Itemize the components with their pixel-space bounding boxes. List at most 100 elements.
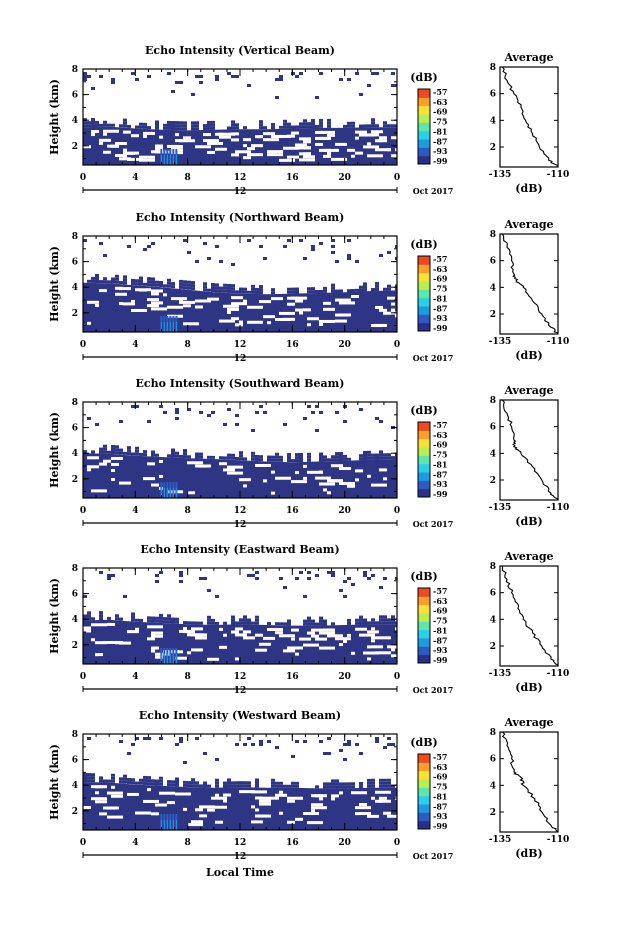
echo-cell <box>391 84 395 87</box>
echo-cell <box>103 120 107 124</box>
gap-cell <box>287 796 303 800</box>
colorbar-unit: (dB) <box>410 570 437 583</box>
gap-cell <box>195 648 203 652</box>
echo-cell <box>319 458 323 462</box>
average-frame <box>499 565 559 667</box>
echo-cell <box>191 284 195 288</box>
echo-cell <box>83 614 87 618</box>
gap-cell <box>275 134 291 138</box>
echo-cell <box>339 78 343 81</box>
gap-cell <box>299 637 311 641</box>
echo-cell <box>251 743 255 746</box>
echo-cell <box>151 242 155 245</box>
echo-cell <box>315 622 319 626</box>
y-tick-label: 8 <box>72 730 78 740</box>
echo-cell <box>163 617 167 621</box>
echo-cell <box>255 784 259 788</box>
gap-cell <box>347 148 355 152</box>
echo-cell <box>183 280 187 284</box>
echo-cell <box>171 620 175 624</box>
echo-cell <box>291 290 295 294</box>
gap-cell <box>351 295 359 299</box>
echo-cell <box>131 278 135 282</box>
echo-cell <box>391 124 395 128</box>
echo-cell <box>391 621 395 625</box>
echo-cell <box>119 740 123 743</box>
echo-cell <box>387 287 391 291</box>
echo-cell <box>183 283 187 287</box>
echo-cell <box>159 619 163 623</box>
echo-cell <box>247 781 251 785</box>
echo-cell <box>331 455 335 459</box>
echo-cell <box>147 283 151 287</box>
gap-cell <box>355 806 371 810</box>
echo-cell <box>187 781 191 785</box>
colorbar-segment <box>418 281 430 290</box>
echo-cell <box>111 450 115 454</box>
colorbar-segment <box>418 621 430 631</box>
echo-cell <box>207 621 211 625</box>
echo-cell <box>371 453 375 457</box>
colorbar-tick-label: -75 <box>433 284 447 294</box>
echo-cell <box>175 777 179 781</box>
echo-cell <box>243 290 247 294</box>
echo-cell <box>295 784 299 788</box>
echo-cell <box>315 785 319 789</box>
echo-cell <box>211 123 215 127</box>
echo-cell <box>383 121 387 125</box>
echo-cell <box>199 452 203 456</box>
gap-cell <box>331 157 347 161</box>
x-tick-label: 0 <box>394 838 400 848</box>
gap-cell <box>371 639 375 643</box>
gap-cell <box>215 147 227 151</box>
echo-cell <box>319 118 323 122</box>
x-tick-label: 0 <box>80 340 86 350</box>
echo-cell <box>359 93 363 96</box>
gap-cell <box>295 143 307 147</box>
y-tick-label: 4 <box>72 283 78 293</box>
echo-cell <box>175 743 179 746</box>
echo-cell <box>343 420 347 423</box>
gap-cell <box>383 311 391 315</box>
echo-cell <box>295 456 299 460</box>
echo-cell <box>131 778 135 782</box>
gap-cell <box>111 794 123 798</box>
avg-y-tick-label: 8 <box>490 728 496 738</box>
echo-cell <box>255 778 259 782</box>
echo-cell <box>275 96 279 99</box>
gap-cell <box>283 146 299 150</box>
echo-cell <box>83 239 87 242</box>
echo-cell <box>343 758 347 761</box>
echo-cell <box>231 75 235 78</box>
echo-cell <box>159 779 163 783</box>
echo-cell <box>107 123 111 127</box>
echo-cell <box>359 621 363 625</box>
echo-cell <box>227 408 231 411</box>
echo-cell <box>255 618 259 622</box>
colorbar-unit: (dB) <box>410 736 437 749</box>
echo-cell <box>115 448 119 452</box>
gap-cell <box>279 158 295 162</box>
echo-cell <box>371 72 375 75</box>
gap-cell <box>151 150 155 154</box>
echo-cell <box>347 577 351 580</box>
echo-cell <box>375 417 379 420</box>
echo-cell <box>227 72 231 75</box>
colorbar-tick-label: -87 <box>433 303 447 313</box>
y-tick-label: 6 <box>72 91 78 101</box>
echo-cell <box>323 455 327 459</box>
echo-cell <box>187 280 191 284</box>
echo-cell <box>231 123 235 127</box>
echo-cell <box>319 740 323 743</box>
average-title: Average <box>503 51 553 64</box>
gap-cell <box>147 788 151 792</box>
echo-cell <box>387 284 391 288</box>
avg-x-axis-label: (dB) <box>515 681 542 694</box>
echo-cell <box>335 458 339 462</box>
echo-cell <box>235 75 239 78</box>
colorbar-segment <box>418 147 430 157</box>
echo-cell <box>343 595 347 598</box>
echo-cell <box>243 781 247 785</box>
colorbar-frame <box>417 88 431 165</box>
gap-cell <box>335 142 347 146</box>
